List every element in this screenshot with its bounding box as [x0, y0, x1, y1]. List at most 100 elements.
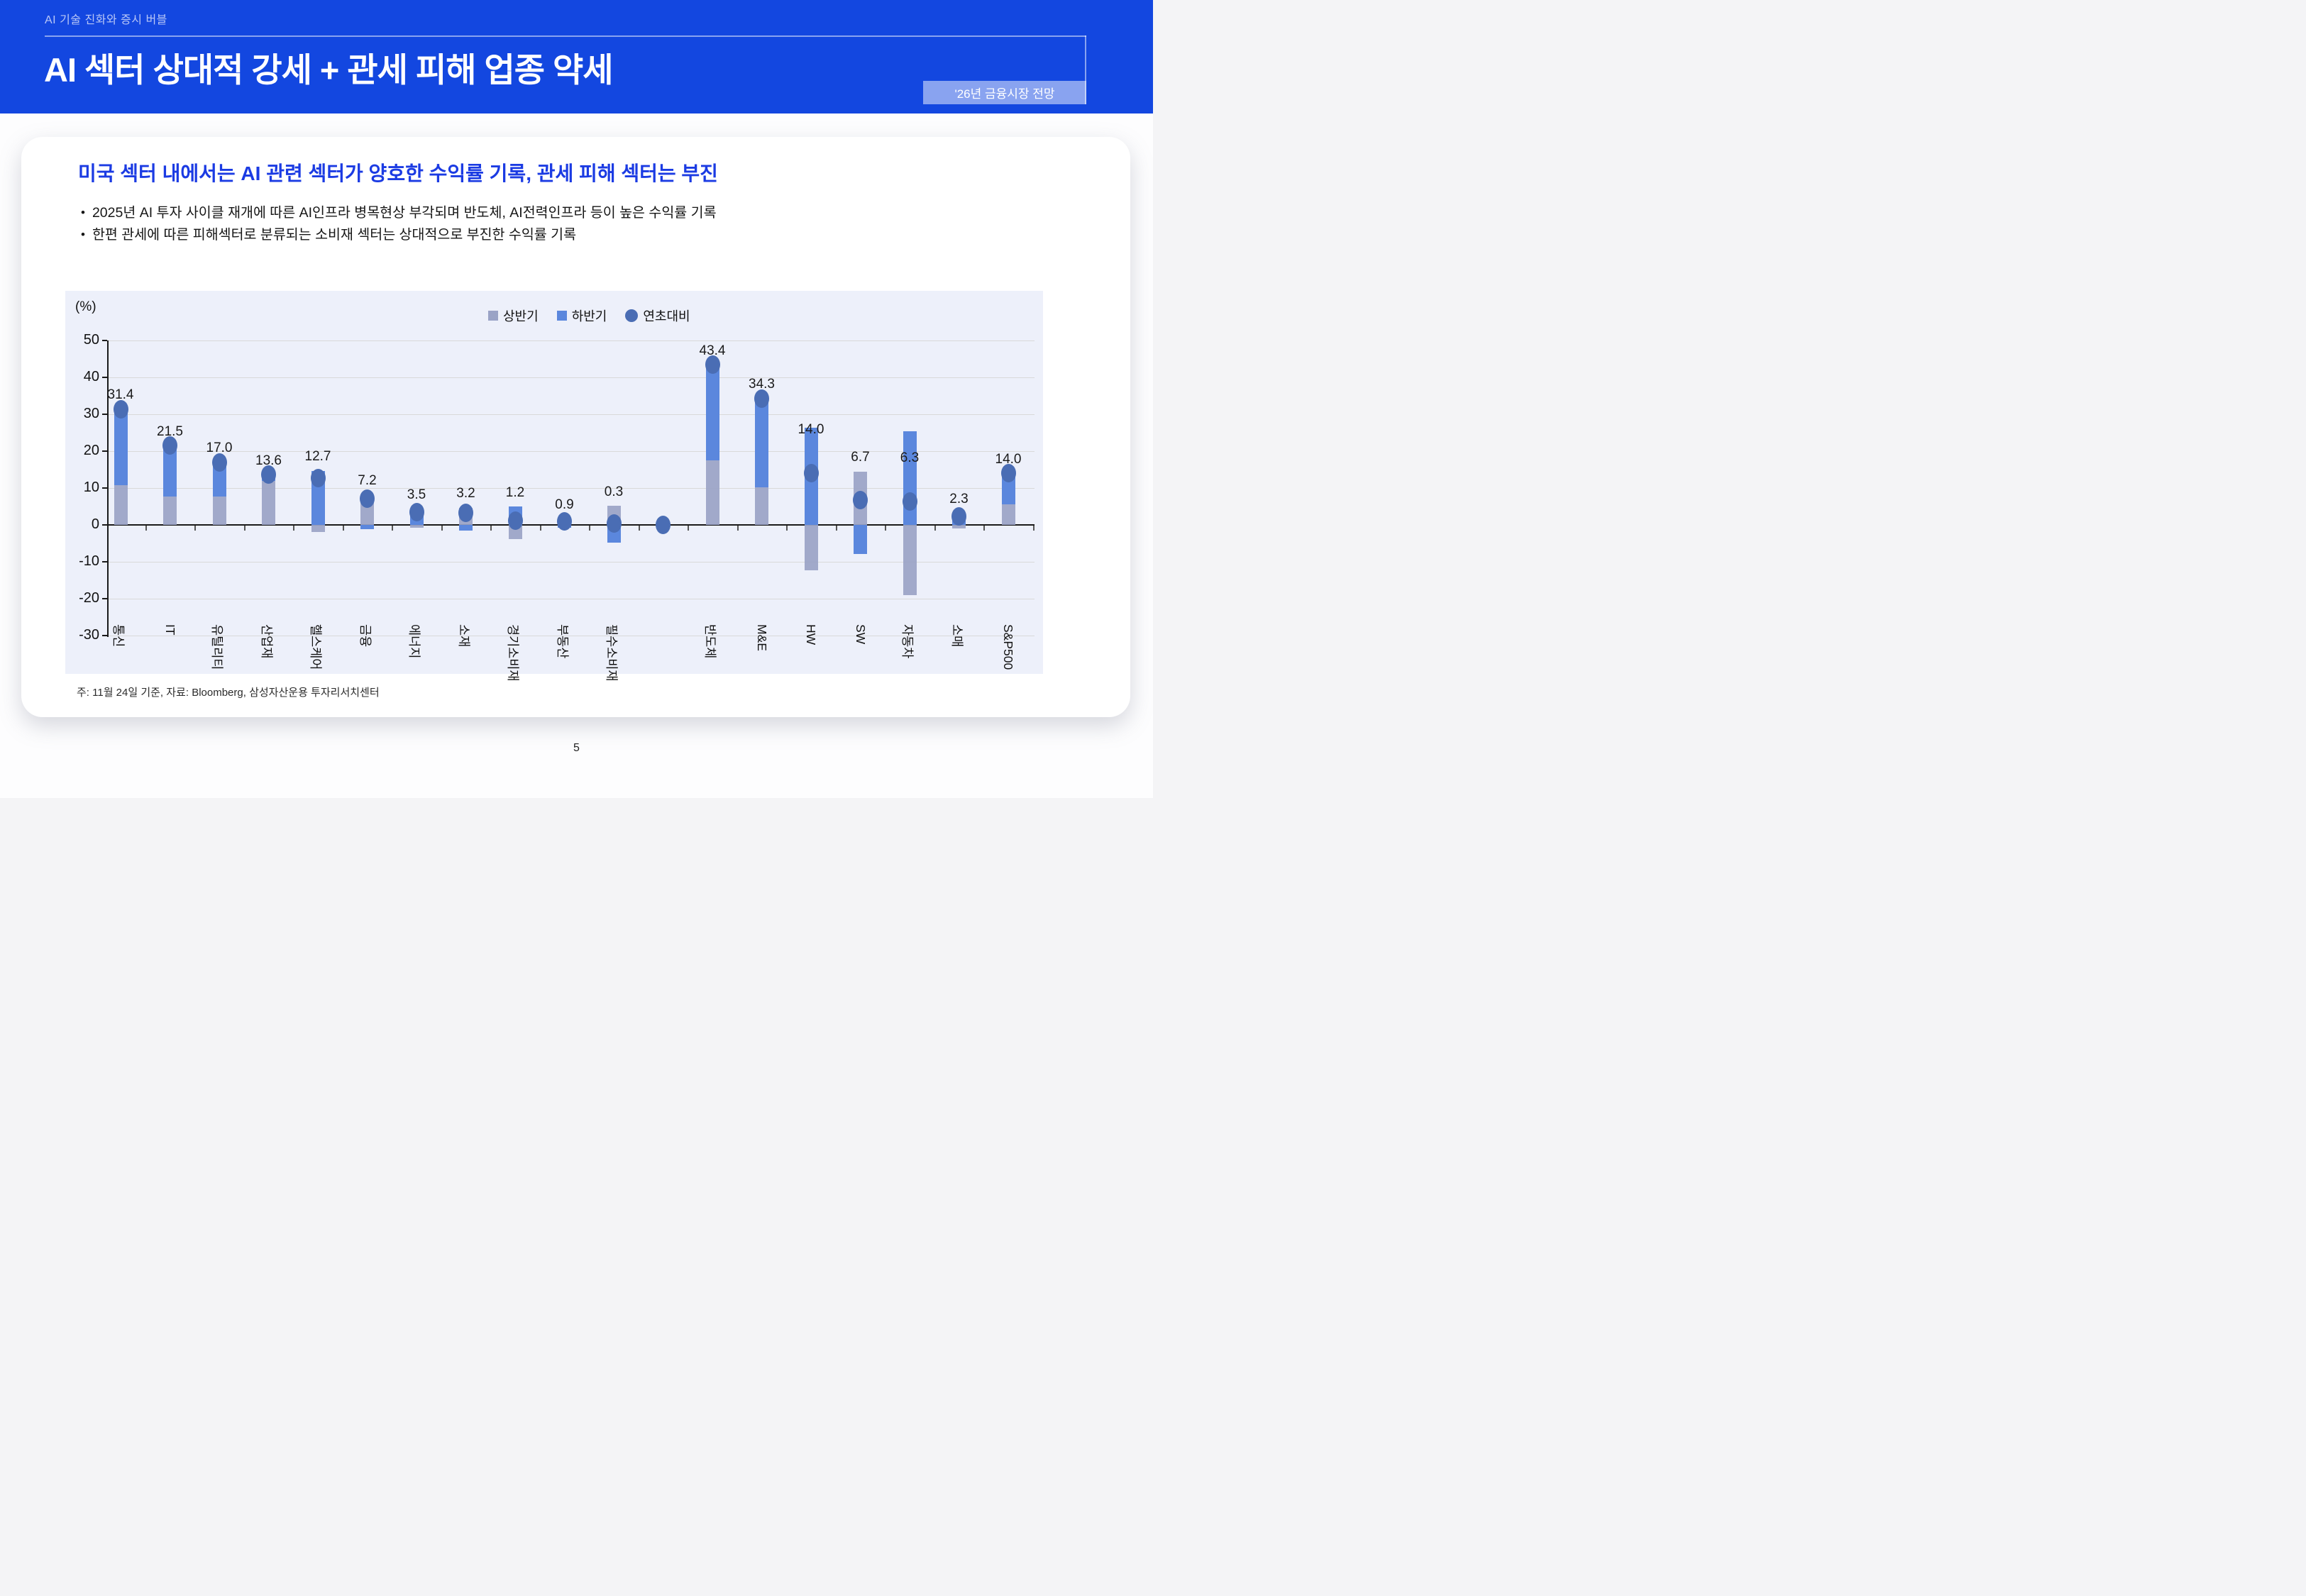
ytd-dot [902, 492, 917, 511]
x-axis-category-label: 유틸리티 [210, 624, 224, 670]
y-axis-tick [102, 635, 107, 636]
bar-h2 [114, 409, 128, 486]
bar-h1 [952, 525, 966, 528]
legend-item: 상반기 [488, 306, 539, 325]
bar-h1 [262, 480, 275, 525]
bullet-list: • 2025년 AI 투자 사이클 재개에 따른 AI인프라 병목현상 부각되며 … [81, 202, 717, 246]
ytd-dot [853, 491, 868, 510]
y-axis-tick-label: -20 [79, 590, 99, 606]
x-axis-category-label: SW [853, 624, 868, 645]
value-label: 12.7 [304, 449, 331, 465]
y-axis-tick-label: 20 [83, 443, 99, 458]
x-axis-tick [638, 526, 640, 531]
ytd-dot [261, 465, 276, 484]
value-label: 13.6 [255, 453, 282, 469]
value-label: 21.5 [157, 423, 183, 439]
y-axis-tick [102, 414, 107, 415]
ytd-dot [803, 464, 819, 483]
value-label: 17.0 [206, 440, 233, 456]
y-axis-tick-label: 30 [83, 406, 99, 421]
legend-item: 연초대비 [625, 306, 690, 325]
x-axis-category-label: 통신 [111, 624, 126, 648]
x-axis-category-label: IT [162, 624, 177, 636]
ytd-dot [705, 355, 720, 375]
slide-title: AI 섹터 상대적 강세 + 관세 피해 업종 약세 [44, 51, 614, 89]
ytd-dot [1000, 464, 1016, 483]
y-axis-tick-label: 0 [91, 516, 99, 532]
y-axis-tick-label: -30 [79, 627, 99, 643]
x-axis-category-label: 소매 [949, 624, 964, 648]
value-label: 3.2 [456, 486, 475, 501]
x-axis-tick [392, 526, 394, 531]
value-label: 6.7 [851, 450, 870, 465]
gridline [107, 377, 1035, 378]
ytd-dot [458, 504, 473, 523]
bar-h2 [360, 525, 374, 529]
x-axis-category-label: 에너지 [407, 624, 421, 659]
x-axis-category-label: S&P500 [1001, 624, 1015, 670]
y-axis-unit-label: (%) [75, 299, 96, 314]
x-axis-tick [293, 526, 295, 531]
bar-h1 [163, 496, 177, 525]
legend-bar-swatch [556, 311, 567, 321]
x-axis-category-label: M&E [754, 624, 769, 651]
gridline [107, 414, 1035, 415]
x-axis-category-label: 소재 [456, 624, 471, 648]
ytd-dot [310, 468, 326, 487]
bullet-text: 2025년 AI 투자 사이클 재개에 따른 AI인프라 병목현상 부각되며 반… [92, 205, 717, 221]
x-axis-tick [342, 526, 344, 531]
gridline [107, 561, 1035, 563]
legend-label: 하반기 [571, 309, 607, 323]
value-label: 14.0 [995, 451, 1022, 467]
legend-dot-swatch [625, 309, 639, 322]
ytd-dot [211, 453, 227, 472]
legend-bar-swatch [488, 311, 498, 321]
ytd-dot [557, 512, 572, 531]
ytd-dot [162, 436, 177, 455]
x-axis-tick [145, 526, 147, 531]
x-axis-tick [243, 526, 246, 531]
x-axis-tick [539, 526, 541, 531]
x-axis-tick [786, 526, 788, 531]
y-axis-tick [102, 524, 107, 526]
x-axis-tick [835, 526, 837, 531]
sector-returns-chart: (%) 상반기 하반기 연초대비 -30 -20 -10 0 10 20 30 40 50 31.4 통… [65, 291, 1043, 682]
bar-h2 [903, 431, 917, 525]
y-axis-tick [102, 487, 107, 489]
source-footnote: 주: 11월 24일 기준, 자료: Bloomberg, 삼성자산운용 투자리… [77, 687, 380, 699]
y-axis-tick [102, 450, 107, 452]
value-label: 3.5 [407, 487, 426, 503]
value-label: 2.3 [949, 492, 969, 507]
bar-h2 [755, 398, 768, 488]
legend-label: 상반기 [503, 309, 539, 323]
gridline [107, 340, 1035, 341]
bar-h1 [1001, 504, 1015, 525]
value-label: 0.3 [604, 484, 624, 499]
bar-h1 [903, 525, 917, 595]
value-label: 1.2 [505, 484, 525, 500]
legend-item: 하반기 [556, 306, 607, 325]
x-axis-tick [983, 526, 986, 531]
gridline [107, 487, 1035, 489]
ytd-dot [951, 507, 966, 526]
header-rule [45, 35, 1086, 37]
slide: AI 기술 진화와 증시 버블 AI 섹터 상대적 강세 + 관세 피해 업종 … [0, 0, 1153, 798]
section-kicker: AI 기술 진화와 증시 버블 [45, 14, 167, 26]
card-headline: 미국 섹터 내에서는 AI 관련 섹터가 양호한 수익률 기록, 관세 피해 섹… [78, 162, 718, 184]
slide-header: AI 기술 진화와 증시 버블 AI 섹터 상대적 강세 + 관세 피해 업종 … [0, 0, 1153, 113]
bar-h1 [114, 485, 128, 525]
bar-h1 [705, 460, 719, 525]
x-axis-tick [194, 526, 197, 531]
x-axis-tick [1032, 526, 1035, 531]
value-label: 7.2 [358, 472, 377, 488]
bar-h2 [459, 525, 473, 531]
ytd-dot [656, 516, 671, 534]
x-axis-tick [441, 526, 443, 531]
value-label: 14.0 [798, 422, 824, 438]
bullet-marker: • [81, 228, 85, 242]
bar-h1 [409, 525, 424, 528]
x-axis-tick [737, 526, 739, 531]
x-axis-tick [589, 526, 591, 531]
bar-h2 [854, 525, 867, 554]
ytd-dot [409, 502, 424, 521]
